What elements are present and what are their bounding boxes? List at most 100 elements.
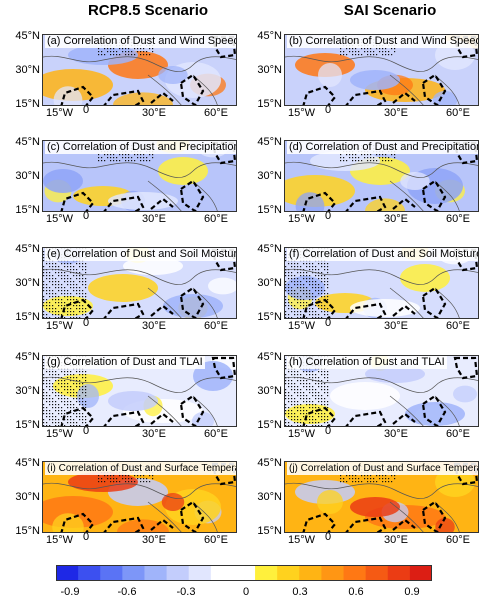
correlation-patch xyxy=(77,384,99,408)
longitude-label: 30°E xyxy=(384,534,408,546)
colorbar-segment xyxy=(188,565,212,581)
panel-title: (d) Correlation of Dust and Precipitatio… xyxy=(287,141,478,154)
longitude-label: 15°W xyxy=(288,107,316,119)
panel-title: (b) Correlation of Dust and Wind Speed xyxy=(287,35,478,48)
correlation-patch xyxy=(295,192,325,211)
latitude-label: 30°N xyxy=(15,64,40,76)
colorbar-segment xyxy=(365,565,389,581)
longitude-label: 15°W xyxy=(46,534,74,546)
latitude-label: 15°N xyxy=(257,525,282,537)
longitude-label: 0 xyxy=(325,531,332,543)
longitude-label: 0 xyxy=(83,104,90,116)
colorbar-segment xyxy=(144,565,167,581)
longitude-label: 60°E xyxy=(204,428,228,440)
map-panel-c: (c) Correlation of Dust and Precipitatio… xyxy=(42,140,237,212)
correlation-patch xyxy=(405,402,465,426)
latitude-label: 15°N xyxy=(257,419,282,431)
correlation-patch xyxy=(453,385,477,403)
longitude-label: 0 xyxy=(83,317,90,329)
longitude-label: 0 xyxy=(83,425,90,437)
longitude-label: 60°E xyxy=(446,428,470,440)
panel-title: (h) Correlation of Dust and TLAI xyxy=(287,356,447,369)
colorbar-segment xyxy=(56,565,79,581)
panel-title: (e) Correlation of Dust and Soil Moistur… xyxy=(45,248,236,261)
colorbar-segment xyxy=(232,565,256,581)
colorbar-tick-label: 0.3 xyxy=(292,586,308,598)
map-panel-e: (e) Correlation of Dust and Soil Moistur… xyxy=(42,247,237,319)
longitude-label: 15°W xyxy=(46,320,74,332)
correlation-patch xyxy=(350,299,420,317)
correlation-patch xyxy=(192,412,214,426)
correlation-patch xyxy=(68,45,138,65)
latitude-label: 45°N xyxy=(257,351,282,363)
latitude-label: 15°N xyxy=(257,98,282,110)
panel-title: (g) Correlation of Dust and TLAI xyxy=(45,356,205,369)
colorbar-tick-label: -0.3 xyxy=(176,586,196,598)
longitude-label: 30°E xyxy=(142,213,166,225)
panel-title: (i) Correlation of Dust and Surface Temp… xyxy=(45,462,236,475)
longitude-label: 60°E xyxy=(446,534,470,546)
colorbar-tick-label: -0.6 xyxy=(117,586,137,598)
latitude-label: 30°N xyxy=(257,277,282,289)
longitude-label: 30°E xyxy=(384,213,408,225)
colorbar-segment xyxy=(387,565,411,581)
colorbar-tick-label: -0.9 xyxy=(60,586,80,598)
colorbar-frame xyxy=(56,565,432,581)
correlation-patch xyxy=(108,192,178,210)
colorbar-tick-label: 0.9 xyxy=(404,586,420,598)
longitude-label: 60°E xyxy=(204,320,228,332)
colorbar xyxy=(56,565,433,581)
colorbar-segment xyxy=(343,565,367,581)
latitude-label: 45°N xyxy=(15,30,40,42)
correlation-patch xyxy=(43,169,83,193)
colorbar-segment xyxy=(100,565,123,581)
latitude-label: 15°N xyxy=(257,311,282,323)
longitude-label: 60°E xyxy=(204,213,228,225)
longitude-label: 15°W xyxy=(288,428,316,440)
panel-title: (j) Correlation of Dust and Surface Temp… xyxy=(287,462,478,475)
longitude-label: 15°W xyxy=(46,428,74,440)
latitude-label: 15°N xyxy=(15,98,40,110)
latitude-label: 15°N xyxy=(15,311,40,323)
correlation-patch xyxy=(432,91,458,105)
map-panel-d: (d) Correlation of Dust and Precipitatio… xyxy=(284,140,479,212)
latitude-label: 30°N xyxy=(257,385,282,397)
longitude-label: 60°E xyxy=(204,534,228,546)
longitude-label: 0 xyxy=(83,531,90,543)
latitude-label: 15°N xyxy=(15,419,40,431)
longitude-label: 30°E xyxy=(384,428,408,440)
correlation-patch xyxy=(350,70,400,90)
correlation-patch xyxy=(400,264,450,292)
map-panel-g: (g) Correlation of Dust and TLAI xyxy=(42,355,237,427)
longitude-label: 15°W xyxy=(288,320,316,332)
dust-source-outlines xyxy=(60,356,236,426)
longitude-label: 0 xyxy=(325,104,332,116)
latitude-label: 45°N xyxy=(15,351,40,363)
correlation-patch xyxy=(317,490,343,514)
latitude-label: 45°N xyxy=(257,243,282,255)
dust-source-outlines xyxy=(302,356,478,426)
correlation-patch xyxy=(163,294,223,318)
colorbar-tick-label: 0.6 xyxy=(348,586,364,598)
correlation-patch xyxy=(350,497,400,517)
map-panel-h: (h) Correlation of Dust and TLAI xyxy=(284,355,479,427)
longitude-label: 0 xyxy=(325,317,332,329)
correlation-patch xyxy=(318,63,342,87)
map-panel-j: (j) Correlation of Dust and Surface Temp… xyxy=(284,461,479,533)
longitude-label: 30°E xyxy=(142,320,166,332)
longitude-label: 0 xyxy=(325,210,332,222)
longitude-label: 15°W xyxy=(288,534,316,546)
longitude-label: 60°E xyxy=(446,320,470,332)
correlation-patch xyxy=(158,157,208,185)
colorbar-segment xyxy=(321,565,344,581)
longitude-label: 30°E xyxy=(142,107,166,119)
latitude-label: 30°N xyxy=(15,277,40,289)
map-panel-b: (b) Correlation of Dust and Wind Speed xyxy=(284,34,479,106)
colorbar-segment xyxy=(277,565,300,581)
colorbar-tick-label: 0 xyxy=(242,586,250,598)
correlation-patch xyxy=(208,277,236,295)
longitude-label: 60°E xyxy=(446,107,470,119)
correlation-patch xyxy=(158,66,188,84)
longitude-label: 30°E xyxy=(142,428,166,440)
panel-title: (c) Correlation of Dust and Precipitatio… xyxy=(45,141,236,154)
